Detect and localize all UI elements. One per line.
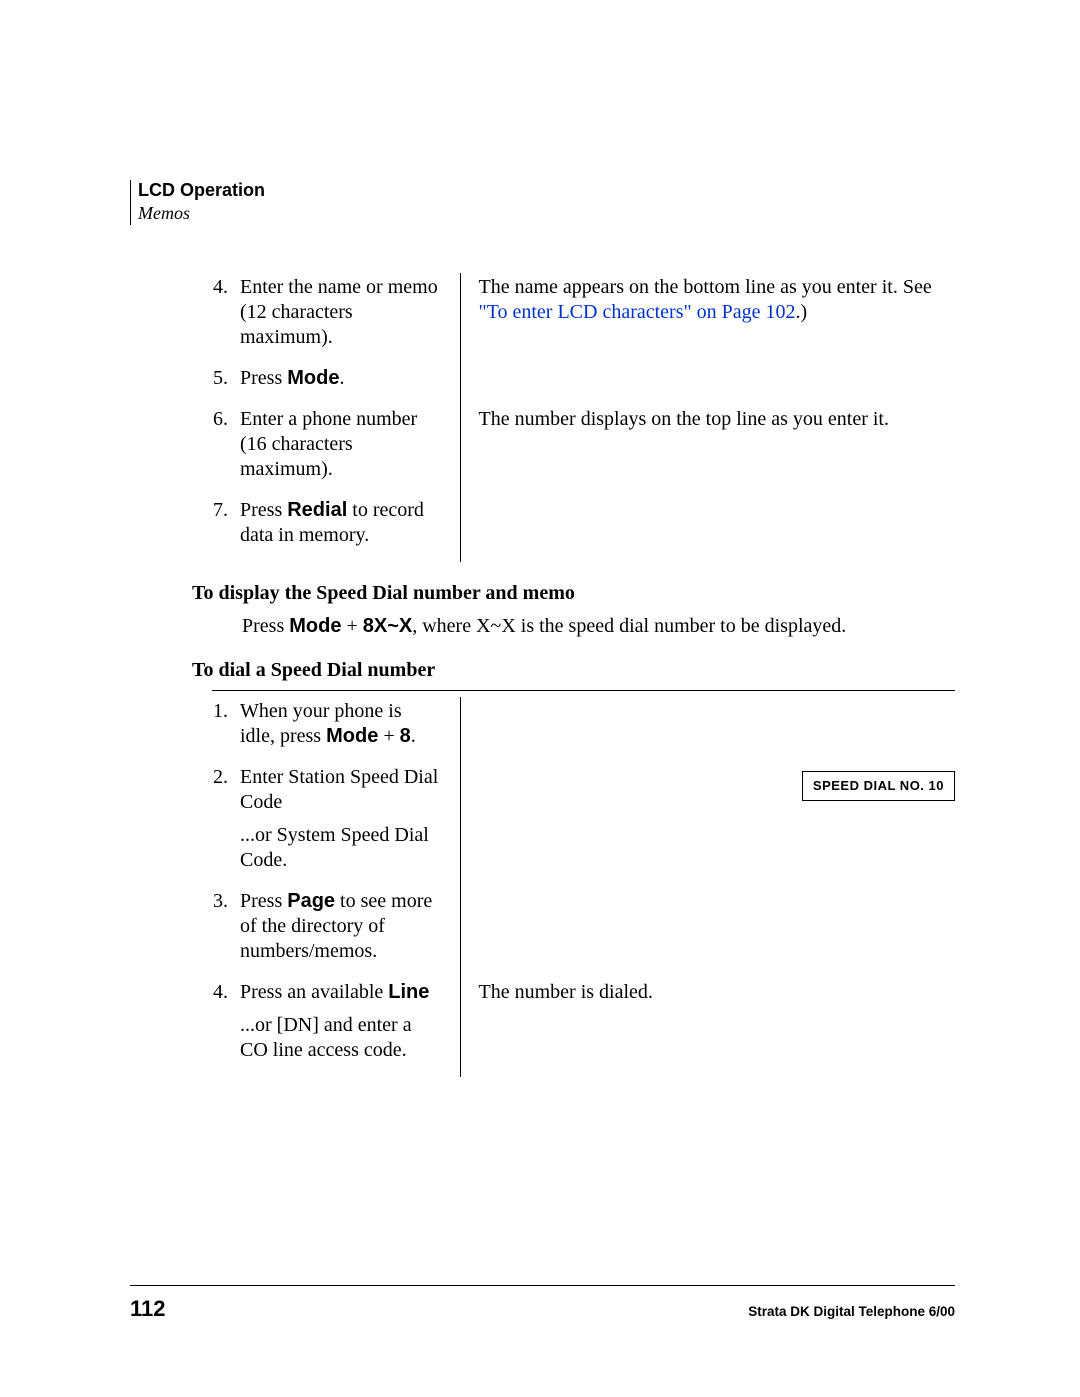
step-result: SPEED DIAL NO. 10 [460, 763, 955, 887]
step-result [460, 364, 955, 405]
sub-heading-display: To display the Speed Dial number and mem… [192, 582, 955, 605]
step-row: 5.Press Mode. [130, 364, 955, 405]
lcd-display-box: SPEED DIAL NO. 10 [802, 771, 955, 801]
step-number: 2. [130, 763, 240, 887]
steps-table-1: 4.Enter the name or memo (12 characters … [130, 273, 955, 562]
running-header: LCD Operation Memos [130, 180, 955, 225]
step-row: 4.Enter the name or memo (12 characters … [130, 273, 955, 364]
step-result: The number displays on the top line as y… [460, 405, 955, 496]
step-row: 4.Press an available Line...or [DN] and … [130, 978, 955, 1077]
step-result: The number is dialed. [460, 978, 955, 1077]
sub-heading-dial: To dial a Speed Dial number [192, 659, 955, 682]
step-row: 6.Enter a phone number (16 characters ma… [130, 405, 955, 496]
step-number: 6. [130, 405, 240, 496]
step-result [460, 697, 955, 763]
step-number: 7. [130, 496, 240, 562]
page-number: 112 [130, 1296, 166, 1322]
section-rule [212, 690, 955, 691]
steps-table-2: 1.When your phone is idle, press Mode + … [130, 697, 955, 1077]
step-row: 7.Press Redial to record data in memory. [130, 496, 955, 562]
page-footer: 112 Strata DK Digital Telephone 6/00 [130, 1285, 955, 1322]
page: LCD Operation Memos 4.Enter the name or … [0, 0, 1080, 1397]
display-body: Press Mode + 8X~X, where X~X is the spee… [242, 613, 955, 639]
step-result [460, 887, 955, 978]
step-number: 5. [130, 364, 240, 405]
step-action: Enter Station Speed Dial Code...or Syste… [240, 763, 460, 887]
header-title: LCD Operation [138, 180, 955, 202]
step-action: Press an available Line...or [DN] and en… [240, 978, 460, 1077]
step-action: When your phone is idle, press Mode + 8. [240, 697, 460, 763]
step-action: Enter the name or memo (12 characters ma… [240, 273, 460, 364]
step-number: 1. [130, 697, 240, 763]
step-action: Enter a phone number (16 characters maxi… [240, 405, 460, 496]
header-sub: Memos [138, 202, 955, 225]
step-result: The name appears on the bottom line as y… [460, 273, 955, 364]
step-action: Press Page to see more of the directory … [240, 887, 460, 978]
step-row: 1.When your phone is idle, press Mode + … [130, 697, 955, 763]
step-sub-action: ...or [DN] and enter a CO line access co… [240, 1013, 442, 1063]
footer-right: Strata DK Digital Telephone 6/00 [748, 1304, 955, 1319]
step-number: 3. [130, 887, 240, 978]
step-action: Press Redial to record data in memory. [240, 496, 460, 562]
step-result [460, 496, 955, 562]
step-row: 2.Enter Station Speed Dial Code...or Sys… [130, 763, 955, 887]
step-number: 4. [130, 978, 240, 1077]
step-row: 3.Press Page to see more of the director… [130, 887, 955, 978]
step-action: Press Mode. [240, 364, 460, 405]
step-sub-action: ...or System Speed Dial Code. [240, 823, 442, 873]
step-number: 4. [130, 273, 240, 364]
